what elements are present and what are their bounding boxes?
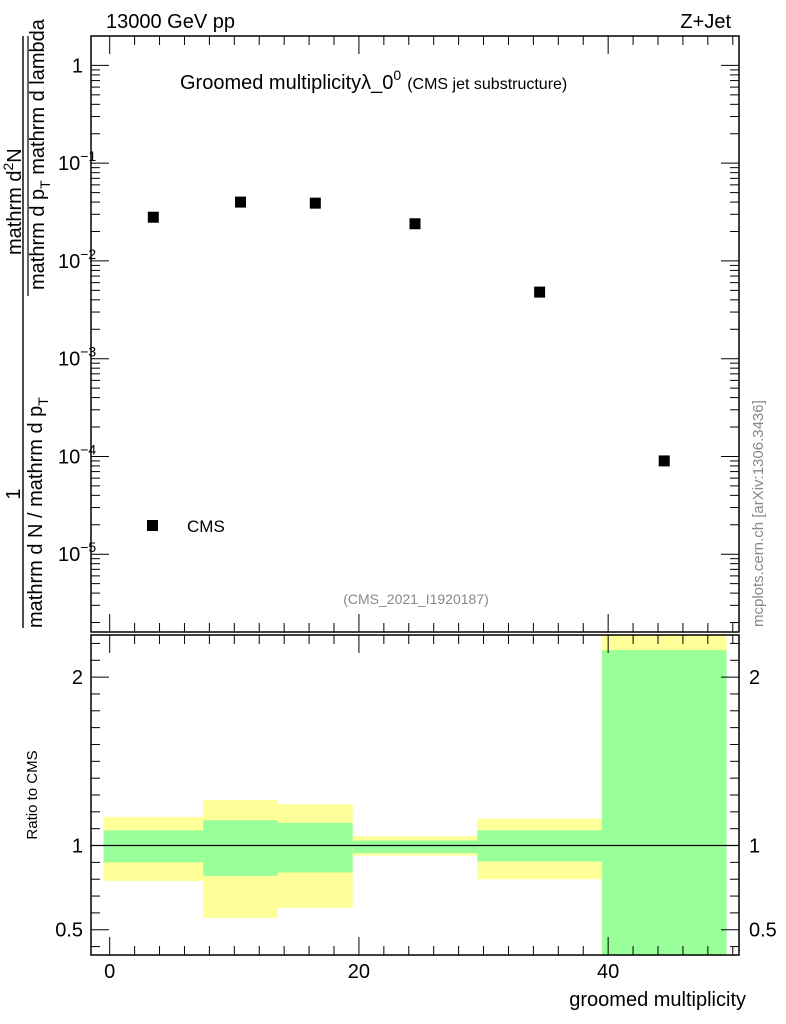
y-label-inner-numerator: mathrm d2N bbox=[0, 148, 26, 255]
ratio-y-tick-label-right: 1 bbox=[749, 836, 760, 858]
upper-axis-ticks bbox=[91, 35, 739, 632]
x-tick-label: 0 bbox=[104, 961, 115, 983]
data-point-cms bbox=[534, 286, 546, 298]
chart-title-main: Groomed multiplicity bbox=[180, 72, 361, 94]
analysis-label: (CMS_2021_I1920187) bbox=[343, 591, 489, 607]
x-axis-label: groomed multiplicity bbox=[569, 989, 746, 1011]
y-label-inner-numerator-sup: 2 bbox=[0, 163, 16, 171]
ratio-band-inner bbox=[277, 822, 353, 873]
y-tick-label-exp: −2 bbox=[80, 246, 96, 262]
y-tick-label: 10−4 bbox=[58, 441, 96, 468]
y-tick-label: 1 bbox=[72, 55, 83, 77]
y-tick-label-base: 10 bbox=[58, 349, 80, 371]
legend-marker bbox=[147, 520, 158, 531]
ratio-band-inner bbox=[103, 830, 204, 863]
y-label-inner-denominator: mathrm d pT mathrm d lambda bbox=[27, 18, 53, 290]
data-point-cms bbox=[235, 196, 247, 208]
y-tick-label: 10−3 bbox=[58, 344, 96, 371]
chart-title-paren: (CMS jet substructure) bbox=[407, 76, 567, 93]
y-tick-label-exp: −3 bbox=[80, 344, 96, 360]
y-label-inner-numerator-end: N bbox=[4, 148, 26, 162]
header-energy-label: 13000 GeV pp bbox=[106, 11, 235, 33]
ratio-band-inner bbox=[203, 820, 278, 876]
y-tick-label-exp: −1 bbox=[80, 148, 96, 164]
data-points bbox=[147, 196, 670, 467]
main-panel: 110−110−210−310−410−5 Groomed multiplici… bbox=[58, 35, 740, 633]
data-point-cms bbox=[147, 211, 159, 223]
data-point-cms bbox=[309, 197, 321, 209]
x-tick-label: 20 bbox=[348, 961, 370, 983]
ratio-bands bbox=[103, 635, 727, 955]
upper-y-tick-labels: 110−110−210−310−410−5 bbox=[58, 55, 96, 566]
main-y-axis-label: 1 mathrm d N / mathrm d pT mathrm d2N ma… bbox=[0, 18, 53, 628]
chart-title-lambda: λ_0 bbox=[361, 72, 393, 94]
header-process-label: Z+Jet bbox=[680, 11, 731, 33]
legend: CMS bbox=[147, 517, 225, 536]
y-tick-label: 10−1 bbox=[58, 148, 96, 175]
ratio-y-tick-label-right: 0.5 bbox=[749, 920, 777, 942]
ratio-band-inner bbox=[352, 840, 478, 854]
y-tick-label-exp: −5 bbox=[80, 539, 96, 555]
y-label-denominator-text: mathrm d N / mathrm d p bbox=[25, 406, 47, 628]
y-tick-label-base: 10 bbox=[58, 153, 80, 175]
y-label-denominator-sub: T bbox=[35, 397, 51, 406]
main-panel-frame bbox=[90, 35, 740, 633]
ratio-axis-ticks bbox=[91, 635, 739, 955]
y-tick-label: 10−5 bbox=[58, 539, 96, 566]
ratio-y-tick-label-left: 0.5 bbox=[55, 920, 83, 942]
legend-label-cms: CMS bbox=[187, 517, 225, 536]
ratio-panel: 0 20 40 0.5 0.5 1 1 2 2 Ratio to CMS groomed mul… bbox=[24, 634, 777, 1011]
y-tick-label: 10−2 bbox=[58, 246, 96, 273]
ratio-y-tick-label-left: 2 bbox=[72, 667, 83, 689]
y-tick-label-base: 10 bbox=[58, 446, 80, 468]
ratio-band-inner bbox=[601, 650, 727, 955]
y-label-inner-denominator-end: mathrm d lambda bbox=[27, 18, 49, 180]
y-tick-label-exp: −4 bbox=[80, 441, 96, 457]
chart-title: Groomed multiplicityλ_00 (CMS jet substru… bbox=[180, 67, 567, 94]
data-point-cms bbox=[658, 455, 670, 467]
y-label-numerator: 1 bbox=[3, 488, 25, 499]
side-source-label: mcplots.cern.ch [arXiv:1306.3436] bbox=[750, 400, 767, 627]
x-tick-label: 40 bbox=[597, 961, 619, 983]
ratio-tick-labels: 0 20 40 0.5 0.5 1 1 2 2 bbox=[55, 667, 777, 983]
y-tick-label-base: 10 bbox=[58, 544, 80, 566]
ratio-y-tick-label-right: 2 bbox=[749, 667, 760, 689]
ratio-y-axis-label: Ratio to CMS bbox=[24, 750, 41, 839]
y-label-inner-denominator-text: mathrm d p bbox=[27, 189, 49, 290]
data-point-cms bbox=[409, 218, 421, 230]
y-label-inner-numerator-text: mathrm d bbox=[4, 171, 26, 255]
ratio-panel-frame bbox=[90, 634, 740, 956]
ratio-y-tick-label-left: 1 bbox=[72, 836, 83, 858]
y-label-inner-denominator-sub: T bbox=[37, 180, 53, 189]
y-tick-label-base: 10 bbox=[58, 251, 80, 273]
chart-title-sup: 0 bbox=[393, 67, 401, 83]
y-label-denominator: mathrm d N / mathrm d pT bbox=[25, 397, 51, 628]
